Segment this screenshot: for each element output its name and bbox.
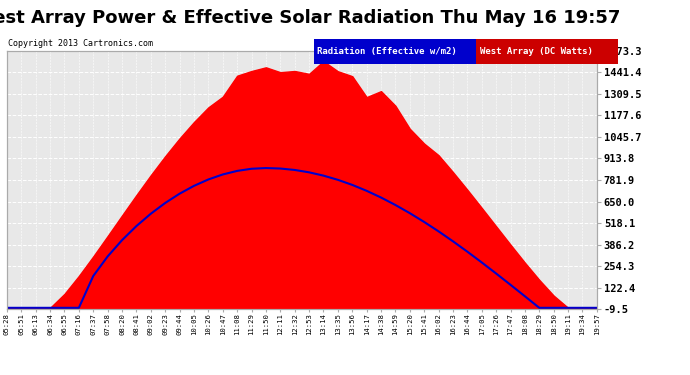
Text: Copyright 2013 Cartronics.com: Copyright 2013 Cartronics.com: [8, 39, 153, 48]
Text: Radiation (Effective w/m2): Radiation (Effective w/m2): [317, 47, 457, 56]
Text: West Array (DC Watts): West Array (DC Watts): [480, 47, 593, 56]
Text: West Array Power & Effective Solar Radiation Thu May 16 19:57: West Array Power & Effective Solar Radia…: [0, 9, 620, 27]
